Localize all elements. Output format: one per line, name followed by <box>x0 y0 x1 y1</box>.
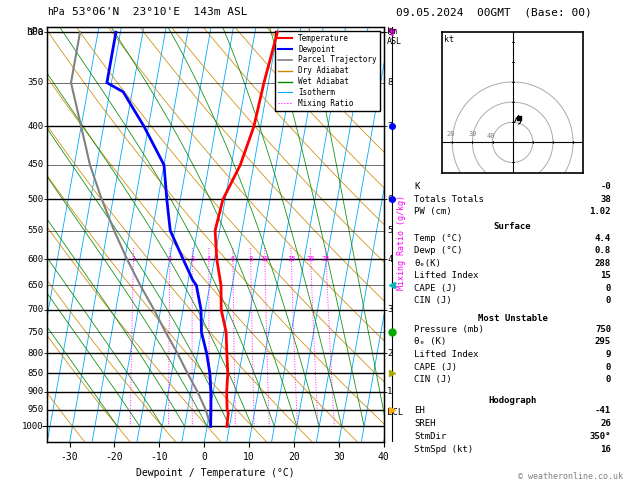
Text: 53°06'N  23°10'E  143m ASL: 53°06'N 23°10'E 143m ASL <box>72 7 248 17</box>
Text: Most Unstable: Most Unstable <box>477 314 548 323</box>
Text: Surface: Surface <box>494 222 532 231</box>
Text: PW (cm): PW (cm) <box>415 207 452 216</box>
Text: LCL: LCL <box>387 408 403 417</box>
Text: 0: 0 <box>606 296 611 305</box>
Text: 3: 3 <box>190 256 194 262</box>
Text: 9: 9 <box>606 350 611 359</box>
Text: 350°: 350° <box>589 433 611 441</box>
Text: EH: EH <box>415 406 425 416</box>
Text: 2: 2 <box>387 349 392 358</box>
Text: Totals Totals: Totals Totals <box>415 195 484 204</box>
Text: SREH: SREH <box>415 419 436 428</box>
Text: 288: 288 <box>595 259 611 268</box>
Text: CAPE (J): CAPE (J) <box>415 363 457 372</box>
Text: StmSpd (kt): StmSpd (kt) <box>415 446 474 454</box>
Text: 800: 800 <box>28 349 44 358</box>
Text: 1.02: 1.02 <box>589 207 611 216</box>
Text: 700: 700 <box>28 305 44 314</box>
Text: Mixing Ratio (g/kg): Mixing Ratio (g/kg) <box>397 195 406 291</box>
Text: 0.8: 0.8 <box>595 246 611 255</box>
Text: kt: kt <box>444 35 454 44</box>
Text: 350: 350 <box>28 78 44 87</box>
Text: 4: 4 <box>207 256 211 262</box>
Text: 26: 26 <box>600 419 611 428</box>
Text: 8: 8 <box>248 256 253 262</box>
Text: Lifted Index: Lifted Index <box>415 271 479 280</box>
Text: 20: 20 <box>306 256 314 262</box>
Text: 6: 6 <box>231 256 235 262</box>
Text: 400: 400 <box>28 122 44 131</box>
Text: km
ASL: km ASL <box>387 27 402 46</box>
Text: 295: 295 <box>595 337 611 347</box>
Text: 450: 450 <box>28 160 44 170</box>
Text: 750: 750 <box>595 325 611 334</box>
Text: 09.05.2024  00GMT  (Base: 00): 09.05.2024 00GMT (Base: 00) <box>396 7 592 17</box>
Text: 500: 500 <box>28 195 44 204</box>
Text: 40: 40 <box>486 133 495 139</box>
Text: Temp (°C): Temp (°C) <box>415 234 463 243</box>
Text: 0: 0 <box>606 284 611 293</box>
Text: 0: 0 <box>606 375 611 384</box>
Text: 16: 16 <box>600 446 611 454</box>
Text: © weatheronline.co.uk: © weatheronline.co.uk <box>518 472 623 481</box>
Text: 5: 5 <box>387 226 392 235</box>
Text: 8: 8 <box>387 78 392 87</box>
Text: 38: 38 <box>600 195 611 204</box>
Text: 1000: 1000 <box>22 422 44 431</box>
Text: 300: 300 <box>28 28 44 37</box>
Text: K: K <box>415 182 420 191</box>
Text: Dewp (°C): Dewp (°C) <box>415 246 463 255</box>
Text: hPa: hPa <box>47 7 65 17</box>
Text: CIN (J): CIN (J) <box>415 296 452 305</box>
Text: 850: 850 <box>28 368 44 378</box>
Text: 25: 25 <box>321 256 330 262</box>
Text: CIN (J): CIN (J) <box>415 375 452 384</box>
Text: 3: 3 <box>387 305 392 314</box>
X-axis label: Dewpoint / Temperature (°C): Dewpoint / Temperature (°C) <box>136 468 295 478</box>
Text: 9: 9 <box>387 28 392 37</box>
Text: Hodograph: Hodograph <box>489 397 537 405</box>
Text: 4.4: 4.4 <box>595 234 611 243</box>
Text: 1: 1 <box>387 387 392 396</box>
Text: CAPE (J): CAPE (J) <box>415 284 457 293</box>
Text: 30: 30 <box>469 131 477 137</box>
Text: 6: 6 <box>387 195 392 204</box>
Text: 650: 650 <box>28 281 44 290</box>
Text: StmDir: StmDir <box>415 433 447 441</box>
Text: Pressure (mb): Pressure (mb) <box>415 325 484 334</box>
Text: 1: 1 <box>131 256 136 262</box>
Text: Lifted Index: Lifted Index <box>415 350 479 359</box>
Text: θₑ (K): θₑ (K) <box>415 337 447 347</box>
Text: 4: 4 <box>387 255 392 263</box>
Text: 600: 600 <box>28 255 44 263</box>
Text: 550: 550 <box>28 226 44 235</box>
Text: 900: 900 <box>28 387 44 396</box>
Text: 750: 750 <box>28 328 44 337</box>
Text: 20: 20 <box>446 131 455 137</box>
Text: 10: 10 <box>260 256 269 262</box>
Text: hPa: hPa <box>26 27 44 37</box>
Legend: Temperature, Dewpoint, Parcel Trajectory, Dry Adiabat, Wet Adiabat, Isotherm, Mi: Temperature, Dewpoint, Parcel Trajectory… <box>276 31 380 111</box>
Text: θₑ(K): θₑ(K) <box>415 259 441 268</box>
Text: 0: 0 <box>606 363 611 372</box>
Text: 7: 7 <box>387 122 392 131</box>
Text: 15: 15 <box>600 271 611 280</box>
Text: -0: -0 <box>600 182 611 191</box>
Text: 15: 15 <box>287 256 296 262</box>
Text: -41: -41 <box>595 406 611 416</box>
Text: 2: 2 <box>168 256 172 262</box>
Text: 950: 950 <box>28 405 44 414</box>
